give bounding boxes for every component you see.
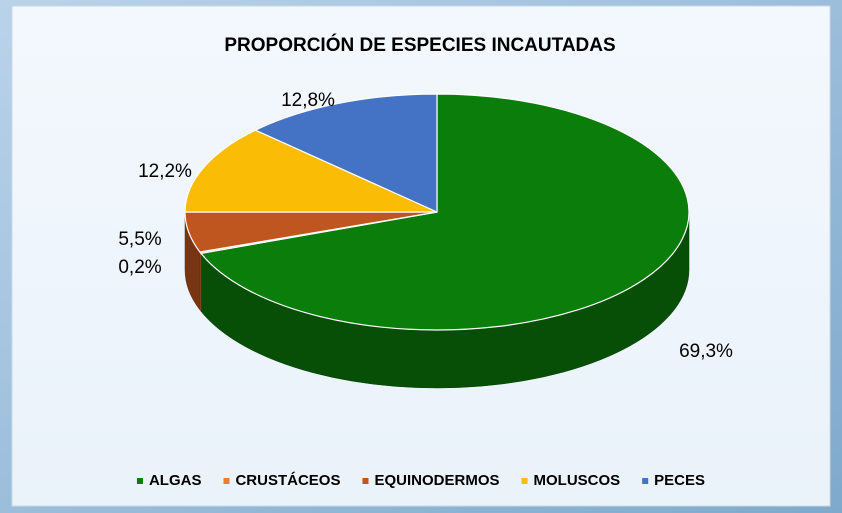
value-label: 0,2% <box>118 257 161 278</box>
legend-swatch <box>223 478 230 484</box>
value-label: 69,3% <box>679 341 733 362</box>
value-label: 5,5% <box>118 229 161 250</box>
legend-swatch <box>521 478 528 484</box>
legend-swatch <box>136 478 143 484</box>
legend-item: PECES <box>642 472 705 489</box>
slice <box>184 129 438 213</box>
slice <box>199 93 690 331</box>
slice <box>254 93 438 213</box>
legend-label: EQUINODERMOS <box>374 472 499 489</box>
legend-item: MOLUSCOS <box>521 472 621 489</box>
legend-swatch <box>642 478 649 484</box>
legend-label: CRUSTÁCEOS <box>235 472 340 489</box>
pie <box>184 93 690 389</box>
legend-item: ALGAS <box>136 472 202 489</box>
legend: ALGAS CRUSTÁCEOS EQUINODERMOS MOLUSCOS PECES <box>136 472 705 489</box>
legend-label: PECES <box>654 472 705 489</box>
value-label: 12,2% <box>138 161 192 182</box>
legend-item: EQUINODERMOS <box>362 472 500 489</box>
legend-swatch <box>362 478 369 484</box>
value-labels: 69,3% 0,2% 5,5% 12,2% 12,8% <box>118 90 733 362</box>
legend-item: CRUSTÁCEOS <box>223 472 340 489</box>
legend-label: MOLUSCOS <box>534 472 621 489</box>
chart-title: PROPORCIÓN DE ESPECIES INCAUTADAS <box>224 34 615 56</box>
legend-label: ALGAS <box>149 472 202 489</box>
value-label: 12,8% <box>281 90 335 111</box>
